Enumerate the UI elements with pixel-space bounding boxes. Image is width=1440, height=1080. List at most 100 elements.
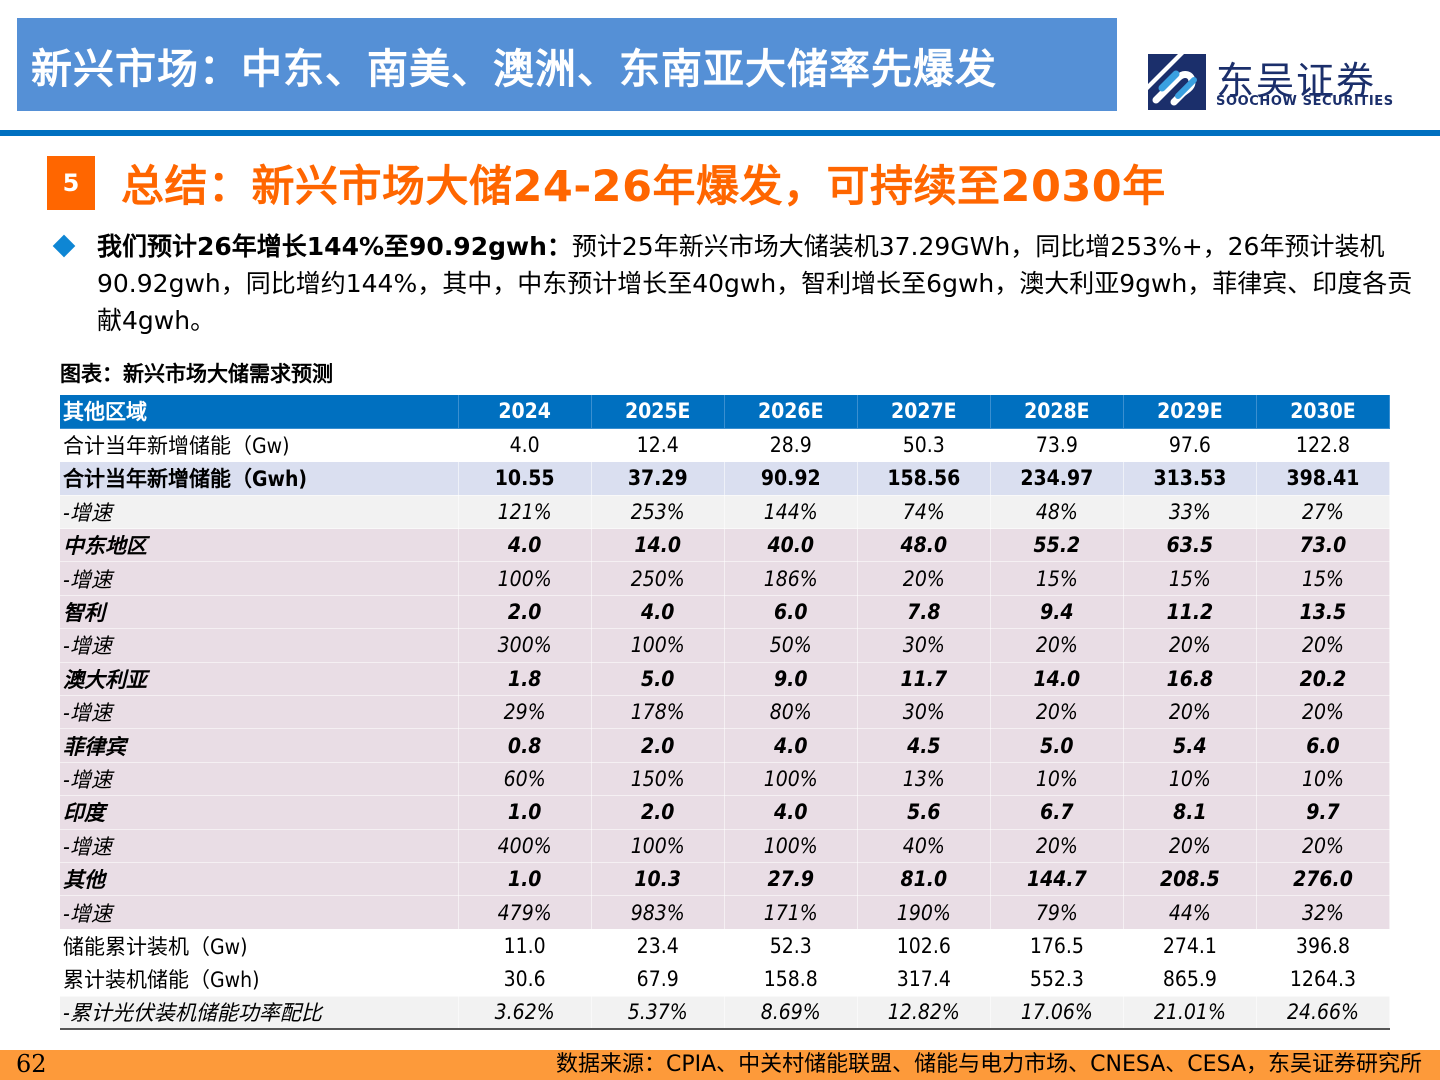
- table-cell: 158.56: [857, 461, 991, 496]
- table-cell: 27%: [1256, 495, 1391, 530]
- table-cell: 8.69%: [724, 996, 858, 1031]
- table-cell: 150%: [591, 762, 725, 797]
- table-cell: 10%: [990, 762, 1124, 797]
- table-cell: 144.7: [990, 862, 1124, 897]
- table-cell: 29%: [458, 695, 592, 730]
- table-cell: 274.1: [1123, 929, 1257, 964]
- column-header: 2027E: [857, 395, 991, 429]
- table-cell: 48%: [990, 495, 1124, 530]
- table-cell: 176.5: [990, 929, 1124, 964]
- table-row: -增速 300% 100% 50% 30% 20% 20% 20%: [60, 628, 1391, 663]
- row-label: 中东地区: [60, 528, 459, 563]
- row-label: 累计装机储能（Gwh): [60, 962, 459, 997]
- row-label: 印度: [60, 795, 459, 830]
- row-label: -增速: [60, 695, 459, 730]
- table-cell: 178%: [591, 695, 725, 730]
- column-header: 其他区域: [60, 395, 459, 429]
- table-row: 累计装机储能（Gwh) 30.6 67.9 158.8 317.4 552.3 865.9 1…: [60, 962, 1391, 997]
- table-row: 其他 1.0 10.3 27.9 81.0 144.7 208.5 276.0: [60, 862, 1391, 897]
- table-cell: 20%: [1256, 628, 1391, 663]
- table-cell: 10%: [1123, 762, 1257, 797]
- table-cell: 102.6: [857, 929, 991, 964]
- table-cell: 2.0: [591, 795, 725, 830]
- table-cell: 100%: [724, 829, 858, 863]
- table-row: -累计光伏装机储能功率配比 3.62% 5.37% 8.69% 12.82% 17.06%…: [60, 996, 1391, 1031]
- table-cell: 20%: [1123, 628, 1257, 663]
- table-cell: 44%: [1123, 895, 1257, 930]
- row-label: -增速: [60, 895, 459, 930]
- table-cell: 144%: [724, 495, 858, 530]
- table-cell: 983%: [591, 895, 725, 930]
- table-cell: 20%: [1123, 695, 1257, 730]
- table-cell: 52.3: [724, 929, 858, 964]
- table-cell: 32%: [1256, 895, 1391, 930]
- table-cell: 37.29: [591, 461, 725, 496]
- table-cell: 27.9: [724, 862, 858, 897]
- table-cell: 67.9: [591, 962, 725, 997]
- section-heading: 5 总结：新兴市场大储24-26年爆发，可持续至2030年: [47, 152, 1166, 214]
- table-cell: 15%: [1123, 561, 1257, 596]
- column-header: 2030E: [1256, 395, 1391, 429]
- diamond-bullet-icon: [52, 234, 76, 258]
- emerging-market-storage-forecast-table: 其他区域 2024 2025E 2026E 2027E 2028E 2029E …: [60, 395, 1391, 1031]
- table-row: 合计当年新增储能（Gwh) 10.55 37.29 90.92 158.56 234.97…: [60, 461, 1391, 496]
- table-cell: 5.37%: [591, 996, 725, 1031]
- table-row: -增速 121% 253% 144% 74% 48% 33% 27%: [60, 495, 1391, 530]
- table-cell: 20%: [990, 628, 1124, 663]
- table-cell: 15%: [990, 561, 1124, 596]
- row-label: -增速: [60, 762, 459, 797]
- table-cell: 317.4: [857, 962, 991, 997]
- table-cell: 190%: [857, 895, 991, 930]
- table-cell: 55.2: [990, 528, 1124, 563]
- table-cell: 186%: [724, 561, 858, 596]
- table-row: 储能累计装机（Gw) 11.0 23.4 52.3 102.6 176.5 274.1 396…: [60, 929, 1391, 964]
- table-cell: 60%: [458, 762, 592, 797]
- table-cell: 398.41: [1256, 461, 1391, 496]
- table-cell: 10%: [1256, 762, 1391, 797]
- table-cell: 30%: [857, 628, 991, 663]
- table-cell: 12.4: [591, 428, 725, 463]
- row-label: -增速: [60, 628, 459, 663]
- footer-bar: 62 数据来源：CPIA、中关村储能联盟、储能与电力市场、CNESA、CESA，…: [0, 1050, 1440, 1080]
- table-cell: 4.0: [724, 795, 858, 830]
- row-label: -增速: [60, 561, 459, 596]
- table-row: -增速 479% 983% 171% 190% 79% 44% 32%: [60, 895, 1391, 930]
- table-cell: 479%: [458, 895, 592, 930]
- table-cell: 208.5: [1123, 862, 1257, 897]
- table-cell: 17.06%: [990, 996, 1124, 1031]
- summary-bullet: 我们预计26年增长144%至90.92gwh：预计25年新兴市场大储装机37.2…: [52, 228, 1416, 339]
- table-cell: 1264.3: [1256, 962, 1391, 997]
- table-cell: 80%: [724, 695, 858, 730]
- table-row: -增速 29% 178% 80% 30% 20% 20% 20%: [60, 695, 1391, 730]
- soochow-s-logo-icon: [1148, 54, 1206, 110]
- table-cell: 28.9: [724, 428, 858, 463]
- logo-text-en: SOOCHOW SECURITIES: [1216, 94, 1394, 109]
- table-cell: 4.0: [458, 528, 592, 563]
- table-cell: 40%: [857, 829, 991, 863]
- table-cell: 11.2: [1123, 595, 1257, 630]
- table-row: 澳大利亚 1.8 5.0 9.0 11.7 14.0 16.8 20.2: [60, 662, 1391, 697]
- table-cell: 171%: [724, 895, 858, 930]
- table-cell: 300%: [458, 628, 592, 663]
- page-number: 62: [16, 1050, 47, 1078]
- table-cell: 14.0: [990, 662, 1124, 697]
- table-cell: 313.53: [1123, 461, 1257, 496]
- table-cell: 6.0: [1256, 728, 1391, 763]
- table-cell: 5.6: [857, 795, 991, 830]
- column-header: 2024: [458, 395, 592, 429]
- table-cell: 10.55: [458, 461, 592, 496]
- data-source: 数据来源：CPIA、中关村储能联盟、储能与电力市场、CNESA、CESA，东吴证…: [556, 1052, 1422, 1077]
- table-cell: 30%: [857, 695, 991, 730]
- table-header-row: 其他区域 2024 2025E 2026E 2027E 2028E 2029E …: [60, 395, 1391, 429]
- row-label: 储能累计装机（Gw): [60, 929, 459, 964]
- table-cell: 0.8: [458, 728, 592, 763]
- table-row: -增速 100% 250% 186% 20% 15% 15% 15%: [60, 561, 1391, 596]
- table-cell: 400%: [458, 829, 592, 863]
- table-cell: 81.0: [857, 862, 991, 897]
- section-number-badge: 5: [47, 156, 95, 210]
- table-cell: 13.5: [1256, 595, 1391, 630]
- table-cell: 14.0: [591, 528, 725, 563]
- column-header: 2026E: [724, 395, 858, 429]
- table-cell: 20%: [1123, 829, 1257, 863]
- table-cell: 48.0: [857, 528, 991, 563]
